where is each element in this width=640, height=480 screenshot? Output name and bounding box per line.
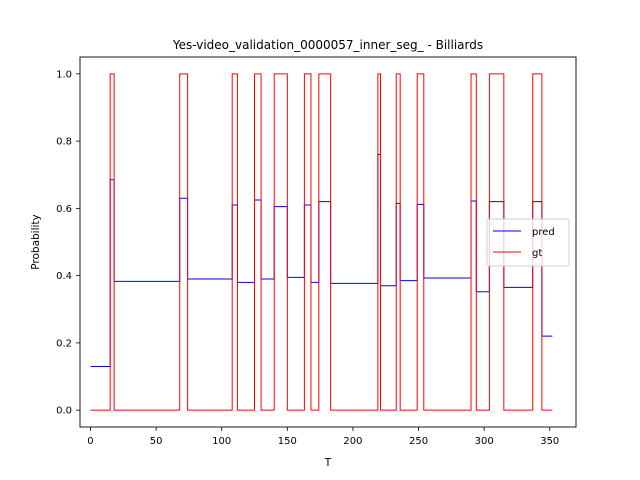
- legend: pred gt: [486, 218, 570, 267]
- x-tick-label: 150: [278, 436, 297, 447]
- y-tick-label: 0.0: [56, 406, 72, 417]
- legend-label-gt: gt: [532, 248, 542, 259]
- y-tick-label: 0.6: [56, 204, 72, 215]
- x-tick-label: 200: [343, 436, 362, 447]
- plot-area: [90, 73, 553, 411]
- x-tick-label: 250: [409, 436, 428, 447]
- x-tick-label: 0: [87, 436, 93, 447]
- y-tick-label: 0.4: [56, 271, 72, 282]
- x-axis-label: T: [324, 457, 332, 469]
- axis-ticks: 0 50 100 150 200 250 300 350 0.0 0.2 0.4 0.6 0.8 1.0: [56, 69, 559, 447]
- legend-label-pred: pred: [532, 227, 555, 238]
- y-axis-label: Probability: [30, 214, 42, 270]
- y-tick-label: 0.8: [56, 137, 72, 148]
- legend-box: [486, 218, 570, 267]
- y-tick-label: 1.0: [56, 69, 72, 80]
- x-tick-label: 350: [540, 436, 559, 447]
- y-tick-label: 0.2: [56, 338, 72, 349]
- x-tick-label: 50: [150, 436, 163, 447]
- series-line-gt: [90, 73, 553, 411]
- chart-title: Yes-video_validation_0000057_inner_seg_ …: [172, 38, 483, 52]
- x-tick-label: 300: [475, 436, 494, 447]
- axes-frame: [79, 56, 577, 428]
- x-tick-label: 100: [212, 436, 231, 447]
